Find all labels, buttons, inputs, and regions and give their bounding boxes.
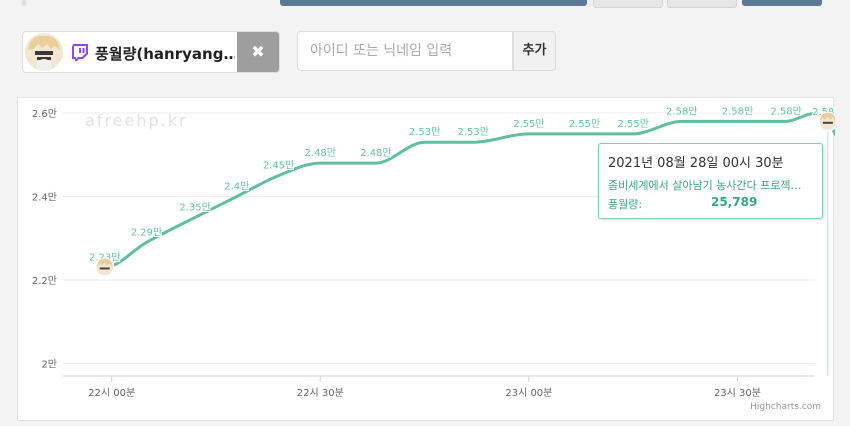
data-label: 2.53만 — [458, 126, 489, 138]
credits-link[interactable]: Highcharts.com — [750, 402, 821, 412]
y-tick-label: 2.4만 — [32, 191, 57, 203]
watermark: afreehp.kr — [85, 111, 188, 130]
avatar-marker — [94, 257, 115, 278]
toolbar-button[interactable] — [667, 0, 737, 8]
data-label: 2.48만 — [360, 147, 391, 159]
marker-hair — [96, 258, 113, 267]
search-input[interactable] — [297, 31, 513, 71]
data-label: 2.23만 — [89, 251, 120, 263]
tooltip-value: 25,789 — [711, 195, 758, 209]
data-label: 2.58만 — [770, 105, 801, 117]
add-button[interactable]: 추가 — [513, 31, 556, 71]
data-label: 2.48만 — [305, 147, 336, 159]
top-toolbar — [0, 0, 850, 10]
tooltip-title: 2021년 08월 28일 00시 30분 — [608, 156, 784, 171]
line-chart: afreehp.kr 2만 2.2만 2.4만 2.6만 22시 00분 22시 30분… — [32, 104, 850, 412]
toolbar-button[interactable] — [280, 0, 587, 6]
x-tick-label: 23시 00분 — [505, 387, 552, 399]
data-label: 2.29만 — [131, 226, 162, 238]
y-tick-label: 2.6만 — [32, 108, 57, 120]
tooltip-series-label: 풍월량: — [608, 198, 643, 211]
data-label: 2.35만 — [179, 201, 210, 213]
data-label: 2.55만 — [569, 118, 600, 130]
data-label: 2.55만 — [513, 118, 544, 130]
data-label: 2.58만 — [722, 105, 753, 117]
series-line — [104, 112, 850, 269]
toolbar-button[interactable] — [742, 0, 822, 6]
y-tick-label: 2.2만 — [32, 275, 57, 287]
data-label: 2.53만 — [409, 126, 440, 138]
channel-name: 풍월량(hanryang… — [95, 45, 235, 63]
y-tick-label: 2만 — [41, 358, 57, 370]
data-label: 2.55만 — [617, 118, 648, 130]
channel-tag: 풍월량(hanryang… ✖ — [22, 31, 280, 73]
avatar-marker — [818, 112, 838, 132]
data-label: 2.45만 — [263, 160, 294, 172]
data-label: 2.58만 — [666, 105, 697, 117]
marker-glasses — [99, 267, 110, 270]
marker-hair — [819, 112, 836, 121]
x-tick-label: 23시 30분 — [714, 387, 761, 399]
x-tick-label: 22시 30분 — [297, 387, 344, 399]
twitch-icon — [71, 43, 89, 61]
tooltip-subtitle: 좀비세계에서 살아남기 농사간다 프로젝… — [608, 179, 802, 192]
toolbar-edge — [22, 0, 26, 6]
marker-glasses — [822, 121, 833, 124]
x-tick-label: 22시 00분 — [88, 387, 135, 399]
toolbar-button[interactable] — [593, 0, 663, 8]
remove-channel-button[interactable]: ✖ — [237, 32, 279, 72]
avatar[interactable] — [25, 33, 63, 71]
data-label: 2.4만 — [224, 180, 249, 192]
tooltip: 2021년 08월 28일 00시 30분 좀비세계에서 살아남기 농사간다 프… — [598, 143, 823, 219]
